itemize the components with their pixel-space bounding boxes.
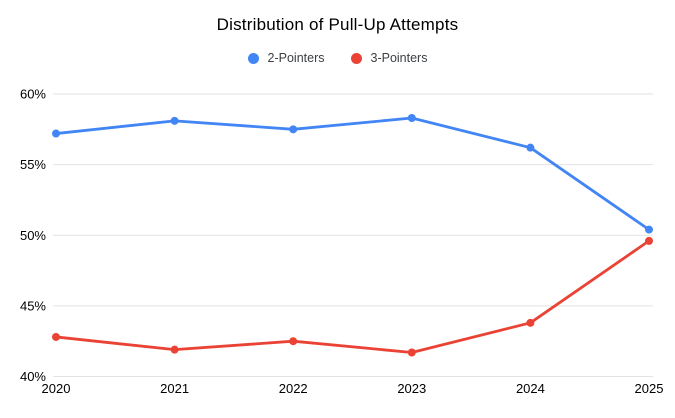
y-tick-label-45%: 45% [20, 298, 46, 313]
legend-item-3-pointers: 3-Pointers [350, 51, 428, 65]
data-point-2-pointers-2025[interactable] [645, 225, 653, 234]
data-point-3-pointers-2023[interactable] [407, 348, 416, 357]
y-tick-label-55%: 55% [20, 157, 46, 172]
y-tick-label-50%: 50% [20, 228, 46, 243]
chart-legend: 2-Pointers 3-Pointers [0, 51, 675, 65]
data-point-3-pointers-2020[interactable] [52, 332, 60, 341]
data-point-3-pointers-2022[interactable] [289, 337, 298, 346]
series-line-2-pointers [54, 116, 651, 232]
x-tick-label-2021: 2021 [160, 381, 189, 396]
data-point-2-pointers-2024[interactable] [526, 143, 535, 152]
series-line-3-pointers [54, 239, 651, 354]
y-tick-label-40%: 40% [20, 369, 46, 384]
x-tick-label-2024: 2024 [516, 381, 545, 396]
data-point-2-pointers-2023[interactable] [407, 114, 416, 123]
data-point-2-pointers-2021[interactable] [170, 116, 179, 125]
legend-dot-icon-2-pointers [247, 52, 259, 64]
x-tick-label-2022: 2022 [279, 381, 308, 396]
legend-item-2-pointers: 2-Pointers [247, 51, 325, 65]
data-point-3-pointers-2021[interactable] [170, 345, 179, 354]
data-point-2-pointers-2020[interactable] [52, 129, 60, 138]
legend-label-2-pointers: 2-Pointers [267, 51, 325, 65]
x-tick-label-2020: 2020 [42, 381, 71, 396]
data-point-2-pointers-2022[interactable] [289, 125, 298, 134]
chart-title: Distribution of Pull-Up Attempts [216, 15, 459, 34]
legend-label-3-pointers: 3-Pointers [370, 51, 428, 65]
x-tick-label-2025: 2025 [635, 381, 664, 396]
data-point-3-pointers-2025[interactable] [645, 236, 653, 245]
x-tick-label-2023: 2023 [397, 381, 426, 396]
legend-dot-icon-3-pointers [350, 52, 362, 64]
y-tick-label-60%: 60% [20, 87, 46, 102]
data-point-3-pointers-2024[interactable] [526, 318, 535, 327]
